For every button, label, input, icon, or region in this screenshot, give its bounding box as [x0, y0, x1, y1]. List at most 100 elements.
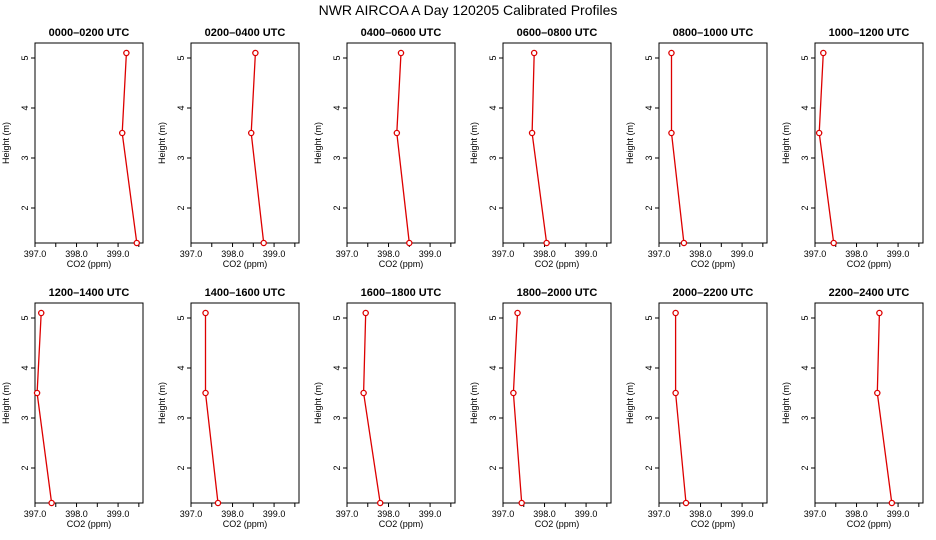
x-tick-label: 397.0	[648, 509, 671, 519]
x-axis-label: CO2 (ppm)	[379, 259, 424, 269]
x-tick-label: 397.0	[492, 509, 515, 519]
plot-frame	[814, 42, 924, 244]
data-point	[820, 49, 827, 57]
x-tick-label: 399.0	[419, 509, 442, 519]
data-point	[397, 49, 405, 57]
panel-title: 2000–2200 UTC	[673, 287, 754, 299]
data-point	[214, 499, 222, 507]
x-tick-label: 398.0	[689, 249, 712, 259]
x-tick-label: 399.0	[575, 509, 598, 519]
y-tick-label: 4	[20, 105, 30, 110]
plot-frame	[346, 302, 456, 504]
x-tick-label: 399.0	[419, 249, 442, 259]
data-point	[518, 499, 525, 507]
x-axis-label: CO2 (ppm)	[535, 259, 580, 269]
y-axis-label: Height (m)	[625, 122, 635, 164]
y-tick-label: 2	[176, 205, 186, 210]
profile-line	[818, 52, 835, 244]
profile-line	[670, 53, 685, 244]
panel-title: 2200–2400 UTC	[829, 287, 910, 299]
x-tick-label: 397.0	[492, 249, 515, 259]
data-point	[682, 499, 690, 507]
x-axis-label: CO2 (ppm)	[847, 259, 892, 269]
x-tick-label: 397.0	[804, 509, 827, 519]
plot-frame	[190, 302, 300, 504]
x-tick-label: 399.0	[731, 509, 754, 519]
plot-frame	[190, 42, 300, 244]
profile-panel-4: 0600–0800 UTC 397.0 398.0 399.0 2 3 4 5 CO2 (ppm…	[469, 27, 612, 269]
data-point	[830, 239, 837, 247]
y-tick-label: 4	[800, 365, 810, 370]
data-point	[530, 49, 538, 57]
y-tick-label: 5	[332, 55, 342, 60]
y-axis-label: Height (m)	[157, 122, 167, 164]
profile-panel-9: 1600–1800 UTC 397.0 398.0 399.0 2 3 4 5 CO2 (ppm…	[313, 287, 456, 529]
plot-frame	[658, 302, 768, 504]
y-tick-label: 3	[644, 415, 654, 420]
profile-panel-5: 0800–1000 UTC 397.0 398.0 399.0 2 3 4 5 CO2 (ppm…	[625, 27, 768, 269]
panel-title: 0000–0200 UTC	[49, 27, 130, 39]
data-point	[406, 239, 413, 247]
x-tick-label: 399.0	[575, 249, 598, 259]
x-tick-label: 398.0	[533, 249, 556, 259]
data-point	[376, 499, 384, 507]
y-tick-label: 5	[20, 55, 30, 60]
y-tick-label: 4	[488, 365, 498, 370]
panel-title: 1600–1800 UTC	[361, 287, 442, 299]
y-axis-label: Height (m)	[313, 122, 323, 164]
data-point	[37, 309, 45, 317]
y-axis-label: Height (m)	[625, 382, 635, 424]
data-point	[393, 129, 401, 137]
profile-panel-2: 0200–0400 UTC 397.0 398.0 399.0 2 3 4 5 CO2 (ppm…	[157, 27, 300, 269]
x-tick-label: 398.0	[65, 509, 88, 519]
y-tick-label: 4	[176, 105, 186, 110]
x-axis-label: CO2 (ppm)	[223, 259, 268, 269]
panel-title: 0200–0400 UTC	[205, 27, 286, 39]
profile-panel-8: 1400–1600 UTC 397.0 398.0 399.0 2 3 4 5 CO2 (ppm…	[157, 287, 300, 529]
data-point	[252, 49, 259, 57]
data-point	[668, 49, 675, 57]
x-tick-label: 397.0	[180, 249, 203, 259]
y-tick-label: 2	[488, 205, 498, 210]
y-tick-label: 4	[644, 105, 654, 110]
data-point	[815, 129, 823, 137]
x-tick-label: 399.0	[887, 249, 910, 259]
x-tick-label: 399.0	[263, 249, 286, 259]
data-point	[133, 239, 141, 247]
panel-title: 1200–1400 UTC	[49, 287, 130, 299]
y-axis-label: Height (m)	[313, 382, 323, 424]
x-tick-label: 398.0	[533, 509, 556, 519]
y-tick-label: 3	[20, 415, 30, 420]
x-tick-label: 399.0	[263, 509, 286, 519]
y-tick-label: 2	[176, 465, 186, 470]
data-point	[123, 49, 130, 57]
x-tick-label: 398.0	[845, 509, 868, 519]
y-tick-label: 3	[176, 415, 186, 420]
panel-title: 0600–0800 UTC	[517, 27, 598, 39]
y-tick-label: 2	[20, 205, 30, 210]
profile-line	[396, 52, 410, 244]
data-point	[874, 389, 881, 397]
data-point	[247, 129, 255, 137]
profile-line	[512, 312, 523, 504]
plot-frame	[34, 42, 144, 244]
y-tick-label: 4	[20, 365, 30, 370]
data-point	[48, 499, 55, 507]
data-point	[360, 389, 367, 397]
y-tick-label: 5	[800, 55, 810, 60]
x-tick-label: 398.0	[221, 249, 244, 259]
x-axis-label: CO2 (ppm)	[691, 259, 736, 269]
data-point	[362, 309, 369, 317]
data-point	[202, 389, 209, 397]
data-point	[876, 309, 883, 317]
data-point	[672, 389, 679, 397]
panel-title: 0400–0600 UTC	[361, 27, 442, 39]
x-tick-label: 397.0	[336, 509, 359, 519]
plot-frame	[502, 302, 612, 504]
profile-panel-7: 1200–1400 UTC 397.0 398.0 399.0 2 3 4 5 CO2 (ppm…	[1, 287, 144, 529]
data-point	[668, 129, 675, 137]
x-tick-label: 397.0	[804, 249, 827, 259]
data-point	[260, 239, 267, 247]
x-tick-label: 398.0	[377, 509, 400, 519]
x-tick-label: 397.0	[336, 249, 359, 259]
